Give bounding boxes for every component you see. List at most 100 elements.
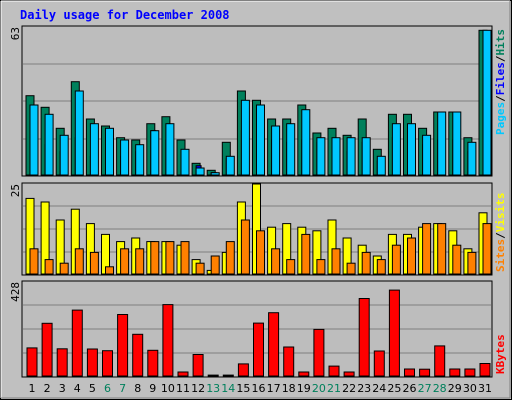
kbytes-bar (283, 346, 295, 377)
sites-bar (89, 251, 99, 275)
kbytes-bar (313, 328, 325, 377)
kbytes-bar (192, 354, 204, 377)
kbytes-bar (253, 322, 264, 377)
pages-bar (89, 123, 99, 176)
sites-bar (346, 262, 356, 275)
pages-bar (180, 148, 190, 176)
pages-bar (331, 137, 341, 176)
ymax-label-hits: 63 (9, 27, 22, 40)
sites-bar (467, 251, 477, 275)
sites-bar (361, 251, 371, 275)
sites-bar (422, 223, 432, 275)
sites-bar (29, 248, 39, 275)
day-label: 15 (236, 382, 250, 395)
pages-bar (44, 113, 54, 176)
pages-bar (467, 141, 477, 176)
pages-bar (482, 29, 492, 176)
day-label: 13 (206, 382, 220, 395)
pages-bar (361, 137, 371, 176)
sites-bar (150, 241, 160, 275)
sites-bar (165, 241, 175, 275)
kbytes-bar (237, 363, 249, 377)
day-label: 22 (342, 382, 356, 395)
sites-bar (105, 266, 114, 275)
kbytes-bar (404, 368, 415, 377)
sites-bar (120, 248, 130, 275)
sites-bar (391, 244, 401, 275)
kbytes-bar (117, 314, 129, 377)
kbytes-bar (479, 363, 491, 377)
day-label: 5 (89, 382, 96, 395)
kbytes-bar (26, 347, 38, 377)
day-label: 19 (297, 382, 311, 395)
pages-bar (210, 172, 220, 176)
sites-bar (407, 237, 416, 275)
kbytes-bar (56, 348, 68, 377)
legend-sites-visits: Sites/Visits (494, 193, 507, 273)
sites-bar (59, 262, 69, 275)
sites-bar (316, 259, 326, 275)
pages-bar (59, 134, 69, 176)
pages-bar (29, 104, 39, 176)
day-label: 3 (59, 382, 66, 395)
day-label: 2 (44, 382, 51, 395)
day-label: 16 (252, 382, 266, 395)
pages-bar (195, 167, 205, 176)
sites-bar (437, 223, 447, 275)
kbytes-bar (102, 350, 113, 377)
kbytes-bar (207, 374, 219, 377)
kbytes-bar (86, 348, 98, 377)
kbytes-bar (298, 371, 310, 377)
sites-bar (482, 223, 492, 275)
kbytes-bar (41, 322, 53, 377)
pages-bar (105, 127, 114, 176)
sites-bar (225, 241, 235, 275)
day-label: 12 (191, 382, 205, 395)
ymax-label-visits: 25 (9, 184, 22, 197)
legend-kbytes: KBytes (494, 334, 507, 374)
day-label: 29 (448, 382, 462, 395)
sites-bar (271, 248, 281, 275)
pages-bar (150, 130, 160, 176)
kbytes-bar (328, 365, 340, 377)
day-label: 14 (221, 382, 235, 395)
kbytes-bar (449, 368, 461, 377)
kbytes-bar (222, 374, 234, 377)
chart-title: Daily usage for December 2008 (20, 8, 230, 22)
day-label: 9 (149, 382, 156, 395)
day-label: 24 (372, 382, 386, 395)
sites-bar (331, 248, 341, 275)
legend-hits-files-pages: Pages/Files/Hits (494, 29, 507, 135)
sites-bar (452, 244, 462, 275)
pages-bar (225, 155, 235, 176)
pages-bar (437, 111, 447, 176)
sites-bar (44, 259, 54, 275)
kbytes-bar (358, 298, 370, 377)
day-label: 26 (403, 382, 417, 395)
day-label: 7 (119, 382, 126, 395)
pages-bar (240, 99, 250, 176)
sites-bar (301, 233, 311, 275)
kbytes-bar (147, 349, 159, 377)
sites-bar (180, 241, 190, 275)
day-label: 11 (176, 382, 190, 395)
pages-bar (135, 144, 145, 176)
day-label: 28 (433, 382, 447, 395)
pages-bar (316, 137, 326, 176)
pages-bar (165, 123, 175, 176)
sites-bar (240, 219, 250, 275)
day-label: 4 (74, 382, 81, 395)
sites-bar (256, 230, 265, 275)
pages-bar (422, 134, 432, 176)
day-label: 23 (357, 382, 371, 395)
kbytes-bar (177, 371, 189, 377)
kbytes-bar (419, 368, 431, 377)
kbytes-bar (268, 312, 280, 377)
pages-bar (120, 139, 130, 176)
pages-bar (376, 155, 386, 176)
day-label: 17 (267, 382, 281, 395)
kbytes-bar (434, 345, 446, 377)
pages-bar (74, 90, 84, 176)
kbytes-bar (343, 371, 355, 377)
day-label: 8 (134, 382, 141, 395)
